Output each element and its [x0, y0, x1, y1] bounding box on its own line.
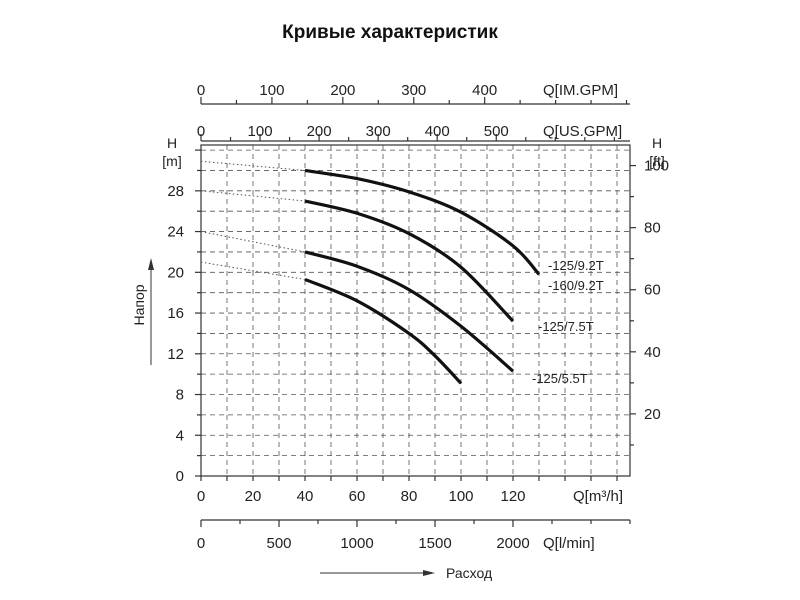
secondary-axis-unit-label: Q[IM.GPM] [543, 82, 618, 99]
x-tick-label: 40 [297, 488, 314, 505]
y-tick-label: 24 [167, 224, 184, 241]
secondary-axis-tick-label: 400 [425, 123, 450, 140]
secondary-axis-unit-label: Q[US.GPM] [543, 123, 622, 140]
series-labels: -125/9.2T -160/9.2T -125/7.5T -125/5.5T [532, 258, 604, 386]
series-label: -125/9.2T [548, 258, 604, 273]
pump-curve [304, 168, 541, 276]
x-tick-label: 80 [401, 488, 418, 505]
secondary-axis-tick-label: 300 [366, 123, 391, 140]
x-tick-label: 0 [197, 488, 205, 505]
x-axis-arrow-icon [423, 570, 435, 576]
y-right-unit-top: H [652, 135, 662, 151]
x-unit-label: Q[m³/h] [573, 488, 623, 505]
y-right-tick-label: 20 [644, 406, 661, 423]
secondary-axis-tick-label: 0 [197, 82, 205, 99]
curve-extrapolated-segment [200, 190, 306, 202]
y-tick-label: 12 [167, 346, 184, 363]
secondary-axis-tick-label: 2000 [496, 535, 529, 552]
y-axis-label: Напор [131, 284, 147, 325]
x-tick-label: 120 [500, 488, 525, 505]
y-tick-label: 28 [167, 183, 184, 200]
secondary-axis-tick-label: 1500 [418, 535, 451, 552]
plot-area-border [200, 144, 631, 477]
y-right-tick-label: 80 [644, 220, 661, 237]
y-right-tick-label: 100 [644, 158, 669, 175]
curve-extrapolated-segment [200, 261, 306, 280]
y-right-tick-label: 40 [644, 344, 661, 361]
pump-curve [304, 277, 463, 385]
secondary-axis-tick-label: 0 [197, 123, 205, 140]
curve-extrapolated-segment [200, 231, 306, 253]
y-axis-arrow-icon [148, 258, 154, 270]
secondary-axis-tick-label: 500 [484, 123, 509, 140]
secondary-axis-unit-label: Q[l/min] [543, 535, 595, 552]
y-tick-label: 20 [167, 264, 184, 281]
x-tick-label: 100 [448, 488, 473, 505]
plot-frame [200, 144, 631, 477]
chart-title: Кривые характеристик [282, 22, 498, 43]
pump-curve [304, 199, 515, 323]
series-label: -125/5.5T [532, 371, 588, 386]
secondary-axis-tick-label: 0 [197, 535, 205, 552]
curve-extrapolated-segment [200, 160, 306, 171]
pump-curve [304, 250, 515, 373]
secondary-axis-tick-label: 400 [472, 82, 497, 99]
secondary-axis-tick-label: 100 [248, 123, 273, 140]
y-unit-top: H [167, 135, 177, 151]
curves [200, 160, 541, 385]
secondary-axis-tick-label: 200 [330, 82, 355, 99]
secondary-axis-tick-label: 200 [307, 123, 332, 140]
y-right-tick-label: 60 [644, 282, 661, 299]
series-label: -125/7.5T [538, 319, 594, 334]
y-tick-label: 16 [167, 305, 184, 322]
y-tick-label: 0 [176, 468, 184, 485]
secondary-axis-tick-label: 300 [401, 82, 426, 99]
y-axis-label-group: Напор [131, 258, 154, 365]
secondary-axis-tick-label: 1000 [340, 535, 373, 552]
y-tick-label: 8 [176, 387, 184, 404]
x-axis-label-group: Расход [320, 565, 492, 581]
secondary-axis-tick-label: 500 [266, 535, 291, 552]
x-axis-label: Расход [446, 565, 492, 581]
y-right-unit-bottom: [ft] [649, 153, 665, 169]
x-tick-label: 60 [349, 488, 366, 505]
series-label: -160/9.2T [548, 278, 604, 293]
y-tick-label: 4 [176, 427, 184, 444]
x-tick-label: 20 [245, 488, 262, 505]
y-unit-bottom: [m] [162, 153, 181, 169]
secondary-axis-tick-label: 100 [259, 82, 284, 99]
